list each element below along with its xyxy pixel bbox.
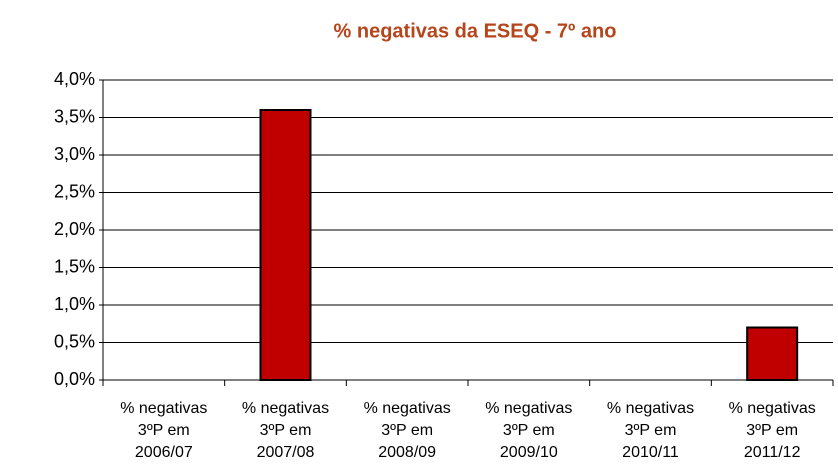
y-tick-label: 3,0% — [54, 144, 95, 164]
bar — [259, 109, 312, 381]
y-tick-label: 4,0% — [54, 69, 95, 89]
y-tick-label: 0,5% — [54, 331, 95, 351]
y-tick-label: 2,5% — [54, 181, 95, 201]
x-tick-label: % negativas 3ºP em 2009/10 — [485, 400, 573, 461]
y-tick-label: 1,5% — [54, 256, 95, 276]
x-tick-label: % negativas 3ºP em 2006/07 — [120, 400, 208, 461]
y-tick-label: 0,0% — [54, 369, 95, 389]
x-tick-label: % negativas 3ºP em 2008/09 — [363, 400, 451, 461]
x-tick-label: % negativas 3ºP em 2010/11 — [606, 400, 695, 461]
x-tick-label: % negativas 3ºP em 2007/08 — [241, 400, 330, 461]
bar — [746, 326, 799, 381]
y-tick-label: 2,0% — [54, 219, 95, 239]
chart-title: % negativas da ESEQ - 7º ano — [334, 20, 617, 42]
x-tick-label: % negativas 3ºP em 2011/12 — [728, 400, 816, 461]
y-tick-label: 1,0% — [54, 294, 95, 314]
y-tick-label: 3,5% — [54, 106, 95, 126]
